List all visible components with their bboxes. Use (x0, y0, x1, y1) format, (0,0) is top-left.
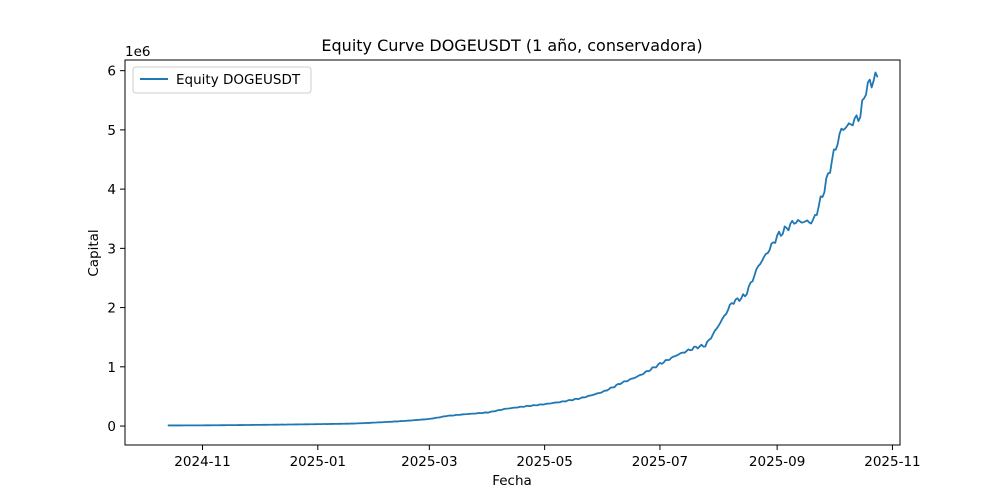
y-tick-label: 5 (107, 123, 116, 139)
y-axis-ticks: 0 1 2 3 4 5 6 (107, 64, 125, 435)
y-tick-label: 2 (107, 301, 116, 317)
legend: Equity DOGEUSDT (132, 66, 312, 94)
x-tick-label: 2025-09 (749, 454, 805, 470)
y-tick-label: 1 (107, 360, 116, 376)
y-tick-label: 3 (107, 241, 116, 257)
y-tick-label: 4 (107, 182, 116, 198)
x-tick-label: 2025-01 (290, 454, 346, 470)
plot-frame (124, 59, 901, 446)
x-tick-label: 2025-05 (516, 454, 572, 470)
chart-title: Equity Curve DOGEUSDT (1 año, conservado… (321, 36, 702, 55)
y-tick-label: 0 (107, 419, 116, 435)
y-tick-label: 6 (107, 64, 116, 80)
series-layer (167, 71, 879, 427)
x-axis-ticks: 2024-11 2025-01 2025-03 2025-05 2025-07 2025-… (174, 445, 921, 470)
x-tick-label: 2025-11 (864, 454, 920, 470)
x-tick-label: 2024-11 (174, 454, 230, 470)
y-axis-offset-label: 1e6 (125, 44, 150, 60)
x-tick-label: 2025-07 (632, 454, 688, 470)
legend-box (132, 66, 312, 94)
x-tick-label: 2025-03 (401, 454, 457, 470)
equity-series-line (167, 71, 879, 427)
y-axis-label: Capital (86, 229, 102, 276)
legend-label: Equity DOGEUSDT (176, 72, 301, 88)
x-axis-label: Fecha (492, 473, 532, 489)
